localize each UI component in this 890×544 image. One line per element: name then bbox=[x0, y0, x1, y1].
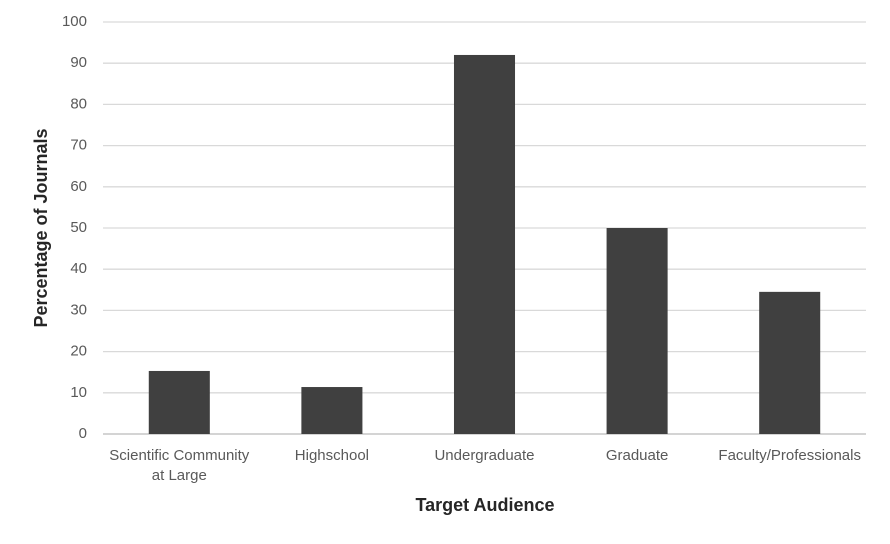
x-tick-label: Undergraduate bbox=[434, 447, 535, 464]
y-tick-label: 100 bbox=[62, 13, 87, 30]
y-tick-label: 0 bbox=[79, 425, 87, 442]
x-tick-label: Highschool bbox=[294, 447, 369, 464]
y-tick-label: 20 bbox=[70, 343, 87, 360]
bar bbox=[606, 228, 668, 434]
x-tick-label: Faculty/Professionals bbox=[718, 447, 861, 464]
y-tick-label: 70 bbox=[70, 137, 87, 154]
y-tick-label: 50 bbox=[70, 219, 87, 236]
y-tick-label: 60 bbox=[70, 178, 87, 195]
x-tick-label: Scientific Community at Large bbox=[109, 447, 250, 484]
y-tick-label: 80 bbox=[70, 95, 87, 112]
x-tick-label: Graduate bbox=[605, 447, 669, 464]
y-tick-label: 30 bbox=[70, 301, 87, 318]
bar bbox=[148, 370, 210, 434]
bar bbox=[301, 387, 363, 434]
y-axis-title: Percentage of Journals bbox=[31, 128, 51, 327]
y-tick-label: 90 bbox=[70, 54, 87, 71]
y-tick-label: 40 bbox=[70, 260, 87, 277]
x-axis-title: Target Audience bbox=[415, 495, 554, 515]
y-tick-label: 10 bbox=[70, 384, 87, 401]
bar bbox=[453, 54, 516, 435]
bar bbox=[759, 291, 821, 434]
